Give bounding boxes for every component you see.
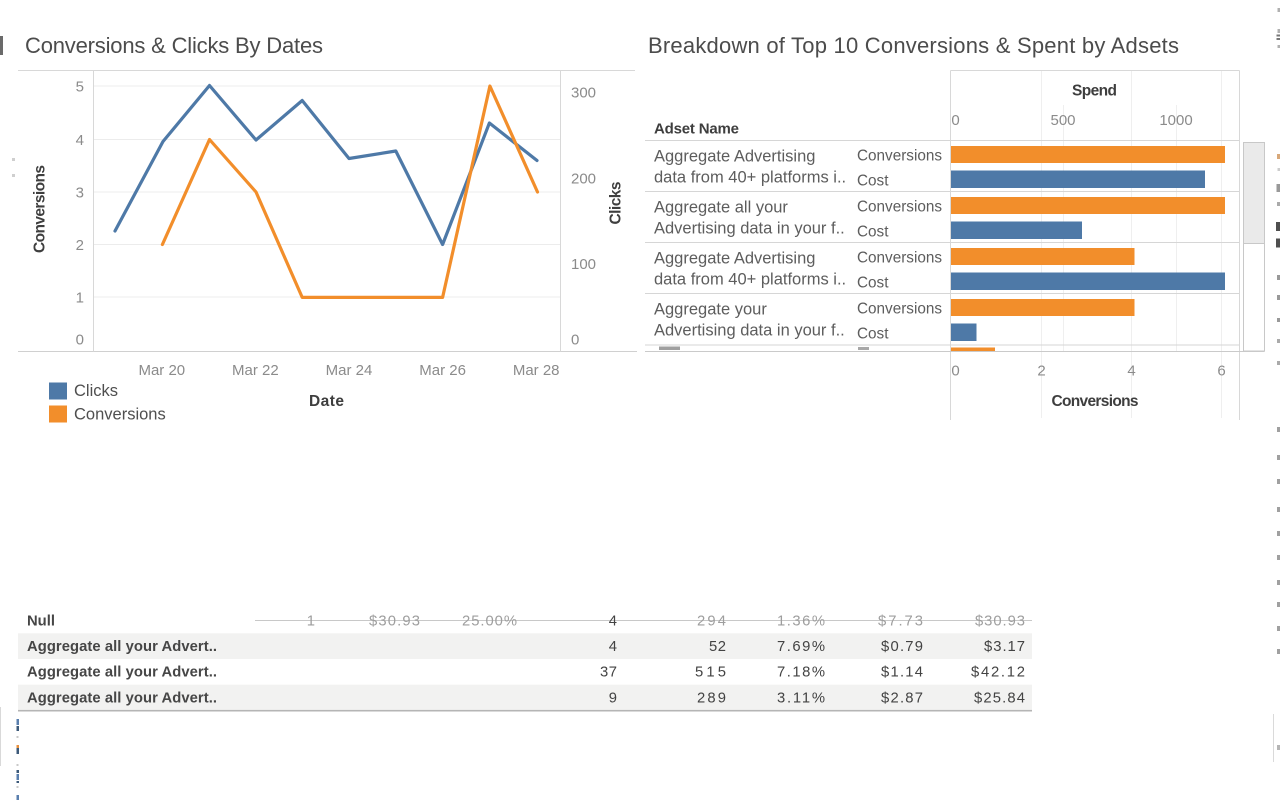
svg-text:0: 0	[951, 112, 959, 129]
svg-text:3: 3	[76, 185, 84, 202]
svg-text:Aggregate all your Advert..: Aggregate all your Advert..	[27, 639, 217, 655]
svg-text:3.11%: 3.11%	[777, 690, 825, 706]
svg-text:Null: Null	[27, 613, 55, 629]
svg-text:6: 6	[1217, 363, 1225, 380]
svg-text:$0.79: $0.79	[881, 639, 923, 655]
svg-text:Conversions: Conversions	[857, 250, 942, 267]
svg-text:Conversions: Conversions	[1052, 393, 1139, 410]
svg-text:4: 4	[76, 132, 84, 149]
svg-text:$1.14: $1.14	[881, 665, 923, 681]
svg-text:Conversions & Clicks By Dates: Conversions & Clicks By Dates	[25, 33, 323, 58]
svg-text:Aggregate Advertising: Aggregate Advertising	[654, 148, 815, 166]
svg-text:0: 0	[571, 332, 579, 349]
svg-text:Aggregate all your Advert..: Aggregate all your Advert..	[27, 690, 217, 706]
svg-text:$7.73: $7.73	[878, 613, 923, 629]
svg-text:Adset Name: Adset Name	[654, 121, 739, 138]
svg-text:289: 289	[697, 690, 726, 706]
svg-text:Mar 26: Mar 26	[419, 362, 466, 379]
svg-text:294: 294	[697, 613, 726, 629]
svg-text:4: 4	[609, 613, 617, 629]
svg-text:4: 4	[1127, 363, 1135, 380]
svg-text:$2.87: $2.87	[881, 690, 923, 706]
svg-text:data from 40+ platforms i..: data from 40+ platforms i..	[654, 169, 846, 187]
svg-text:$30.93: $30.93	[369, 613, 420, 629]
svg-text:Cost: Cost	[857, 326, 889, 343]
svg-text:37: 37	[600, 665, 617, 681]
svg-text:0: 0	[76, 332, 84, 349]
svg-text:Cost: Cost	[857, 224, 889, 241]
svg-text:Conversions: Conversions	[857, 301, 942, 318]
svg-text:$42.12: $42.12	[971, 665, 1025, 681]
svg-text:100: 100	[571, 256, 596, 273]
svg-text:Conversions: Conversions	[74, 406, 166, 424]
svg-text:300: 300	[571, 85, 596, 102]
svg-text:2: 2	[1037, 363, 1045, 380]
svg-text:Advertising data in your f..: Advertising data in your f..	[654, 220, 845, 238]
svg-text:$3.17: $3.17	[984, 639, 1025, 655]
svg-text:25.00%: 25.00%	[462, 613, 517, 629]
svg-text:Cost: Cost	[857, 275, 889, 292]
svg-text:2: 2	[76, 237, 84, 254]
svg-text:Aggregate all your Advert..: Aggregate all your Advert..	[27, 665, 217, 681]
svg-text:Conversions: Conversions	[857, 199, 942, 216]
svg-text:1: 1	[76, 290, 84, 307]
svg-text:$25.84: $25.84	[974, 690, 1025, 706]
svg-text:Clicks: Clicks	[608, 182, 625, 225]
svg-text:Mar 22: Mar 22	[232, 362, 279, 379]
svg-text:Aggregate your: Aggregate your	[654, 301, 767, 319]
svg-text:Mar 20: Mar 20	[138, 362, 185, 379]
svg-text:500: 500	[1050, 112, 1075, 129]
svg-text:data from 40+ platforms i..: data from 40+ platforms i..	[654, 271, 846, 289]
svg-text:0: 0	[951, 363, 959, 380]
svg-text:1: 1	[307, 613, 315, 629]
svg-text:9: 9	[609, 690, 617, 706]
svg-text:200: 200	[571, 171, 596, 188]
svg-text:Breakdown of Top 10 Conversion: Breakdown of Top 10 Conversions & Spent …	[648, 33, 1179, 58]
svg-text:Aggregate all your: Aggregate all your	[654, 199, 788, 217]
svg-text:$30.93: $30.93	[975, 613, 1025, 629]
svg-text:Conversions: Conversions	[857, 148, 942, 165]
svg-text:Mar 28: Mar 28	[513, 362, 560, 379]
svg-text:52: 52	[709, 639, 726, 655]
svg-text:Spend: Spend	[1072, 83, 1117, 100]
svg-text:Cost: Cost	[857, 173, 889, 190]
svg-text:Date: Date	[309, 393, 344, 410]
svg-text:4: 4	[609, 639, 617, 655]
svg-text:Mar 24: Mar 24	[326, 362, 373, 379]
svg-text:Aggregate Advertising: Aggregate Advertising	[654, 250, 815, 268]
svg-text:515: 515	[695, 665, 726, 681]
svg-text:Clicks: Clicks	[74, 382, 118, 400]
svg-text:Conversions: Conversions	[32, 165, 49, 253]
svg-text:5: 5	[76, 79, 84, 96]
svg-text:1000: 1000	[1159, 112, 1192, 129]
svg-text:Advertising data in your f..: Advertising data in your f..	[654, 322, 845, 340]
